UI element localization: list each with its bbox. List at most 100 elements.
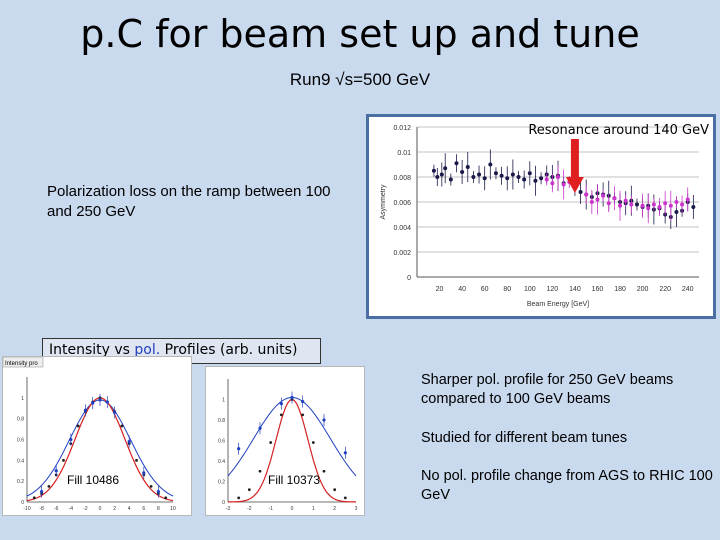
x-tick-label: 10 [170,506,176,512]
data-point [431,168,436,173]
data-point [595,197,600,202]
pol-point [69,437,73,442]
profile-chart-left: Intensity pro 0 0.2 0.4 0.6 0.8 1 -10 -8 -6 -4 -2 0 2… [2,356,192,516]
profiles-label-part: Profiles (arb. units) [160,342,298,358]
pol-point [127,439,131,444]
x-tick-label: -6 [54,506,59,512]
data-point [493,171,498,176]
pol-fit-curve [227,396,357,477]
x-tick-label: 120 [547,286,559,293]
resonance-arrow-shaft [570,139,579,179]
x-tick-label: 2 [113,506,116,512]
data-point [533,178,538,183]
y-tick-label: 0.6 [218,439,225,445]
profile-chart-left-svg: Intensity pro 0 0.2 0.4 0.6 0.8 1 -10 -8 -6 -4 -2 0 2… [2,356,176,512]
y-tick-label: 0.8 [218,418,225,424]
x-tick-label: 1 [312,506,315,512]
x-tick-label: -4 [69,506,74,512]
data-point [465,165,470,169]
x-tick-label: 6 [142,506,145,512]
intensity-point [32,496,36,500]
pol-point [322,418,326,422]
data-point [435,175,440,179]
data-point [443,166,448,171]
data-point [691,205,696,209]
intensity-point [237,496,241,500]
x-tick-label: 140 [569,286,581,293]
y-tick-label: 0.2 [218,480,225,486]
data-point [550,181,555,186]
x-tick-label: 8 [157,506,160,512]
data-point [460,170,465,174]
page-title: p.C for beam set up and tune [80,12,640,56]
y-tick-label: 0.2 [17,479,24,485]
intensity-point [76,424,80,428]
data-point [634,202,639,207]
data-point [556,175,560,179]
x-tick-label: 200 [637,286,649,293]
data-point [505,176,510,181]
data-point [618,203,623,208]
y-tick-label: 0.002 [393,250,411,257]
note-sharper-profile: Sharper pol. profile for 250 GeV beams c… [421,372,674,407]
data-point [640,203,645,208]
data-point [578,190,583,194]
data-point [561,182,566,187]
data-point [646,206,651,211]
intensity-point [164,496,168,500]
x-tick-label: 160 [592,286,604,293]
intensity-point [47,484,51,488]
pol-point [98,398,102,402]
y-tick-label: 0.6 [17,438,24,444]
y-tick-label: 1 [21,396,24,402]
y-tick-label: 0 [222,500,225,506]
intensity-point [311,441,315,444]
data-point [454,161,459,166]
pol-point [113,410,117,415]
data-point [516,175,521,179]
intensity-point [333,488,337,492]
y-tick-label: 0 [21,500,24,506]
x-tick-label: 4 [128,506,131,512]
data-point [629,202,634,207]
pol-point [91,401,95,405]
x-tick-label: 240 [682,286,694,293]
resonance-arrow-head [565,177,584,193]
profile-header: Intensity pro [5,361,38,367]
data-point [674,210,679,214]
profile-chart-right: 0 0.2 0.4 0.6 0.8 1 -3 -2 -1 0 1 2 3 Fill 10373 [205,366,365,516]
profiles-label-pol: pol. [134,342,161,358]
x-tick-label: 60 [481,286,489,293]
pol-point [54,469,58,473]
data-point [544,177,549,182]
intensity-point [301,413,305,417]
pol-point [105,400,109,404]
x-tick-label: 100 [524,286,536,293]
pol-point [290,395,294,400]
pol-point [83,408,87,412]
x-tick-label: 220 [659,286,671,293]
pol-point [258,426,262,430]
y-tick-label: 0.008 [393,175,411,182]
profile-chart-right-svg: 0 0.2 0.4 0.6 0.8 1 -3 -2 -1 0 1 2 3 Fill 10373 [218,379,358,512]
data-point [663,201,668,206]
data-point [612,196,617,201]
pol-point [142,471,146,475]
data-point [606,201,611,206]
fill-label: Fill 10486 [67,473,119,487]
data-point [510,172,515,177]
x-tick-label: -8 [39,506,44,512]
data-point [499,173,504,178]
x-tick-label: 80 [503,286,511,293]
data-point [488,162,493,167]
pol-point [279,402,283,406]
intensity-point [120,424,124,428]
note-beam-tunes: Studied for different beam tunes [421,430,628,446]
x-tick-label: -2 [247,506,252,512]
intensity-point [279,413,283,417]
y-tick-label: 0.4 [218,459,225,465]
y-tick-label: 1 [222,398,225,404]
data-point [589,200,594,204]
resonance-annotation: Resonance around 140 GeV [528,123,709,138]
y-tick-label: 0.8 [17,417,24,423]
